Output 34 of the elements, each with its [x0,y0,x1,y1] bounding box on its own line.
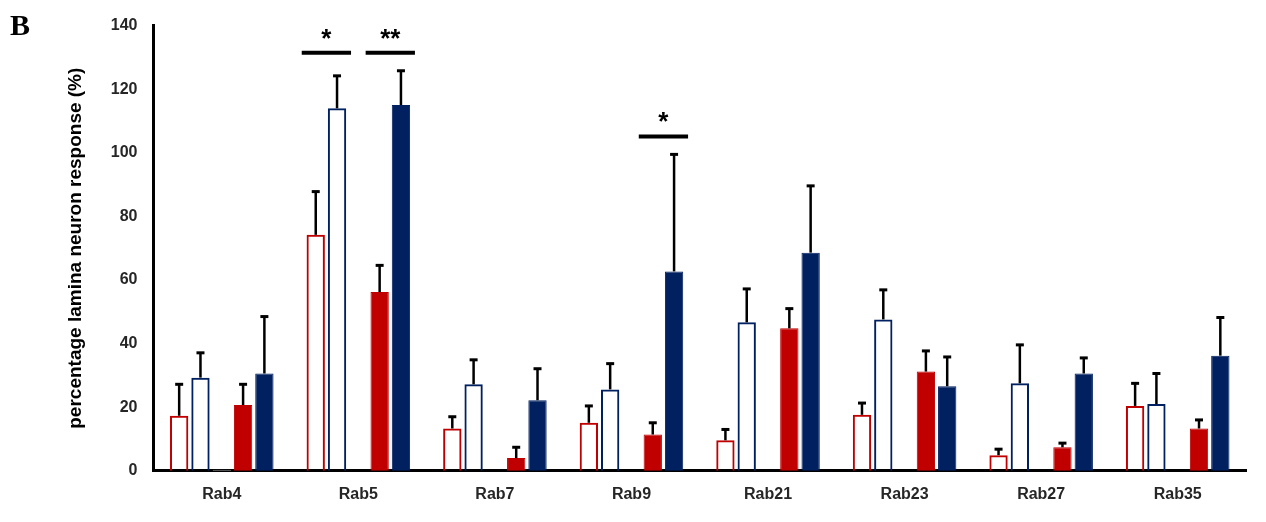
x-tick-label: Rab21 [744,484,793,502]
bar [938,386,957,471]
bar [370,292,389,471]
x-tick-label: Rab35 [1153,484,1202,502]
bar [233,404,253,471]
bar [664,271,684,471]
y-tick-label: 0 [128,461,138,479]
y-tick-label: 20 [119,397,138,415]
bar [1211,355,1230,471]
x-tick-label: Rab5 [338,484,378,502]
x-tick-label: Rab27 [1017,484,1066,502]
y-tick-label: 100 [110,143,138,161]
bar [801,252,820,471]
bar [780,328,799,471]
annotation: * [658,106,669,138]
bar [391,105,411,471]
y-tick-label: 60 [119,270,138,288]
y-axis-title: percentage lamina neuron response (%) [63,67,85,429]
text: B [10,8,31,42]
x-tick-label: Rab4 [202,484,242,502]
y-tick-label: 140 [110,16,138,34]
bar [1189,428,1209,471]
bar [1053,447,1072,471]
bar [643,434,662,471]
bar [916,371,936,471]
y-tick-label: 120 [110,79,138,97]
bar [1074,373,1093,471]
y-tick-label: 40 [119,334,138,352]
y-tick-label: 80 [119,206,138,224]
x-tick-label: Rab7 [475,484,515,502]
x-tick-label: Rab23 [880,484,929,502]
annotation: * ** [321,22,401,54]
bar [528,400,547,471]
x-tick-label: Rab9 [611,484,652,502]
